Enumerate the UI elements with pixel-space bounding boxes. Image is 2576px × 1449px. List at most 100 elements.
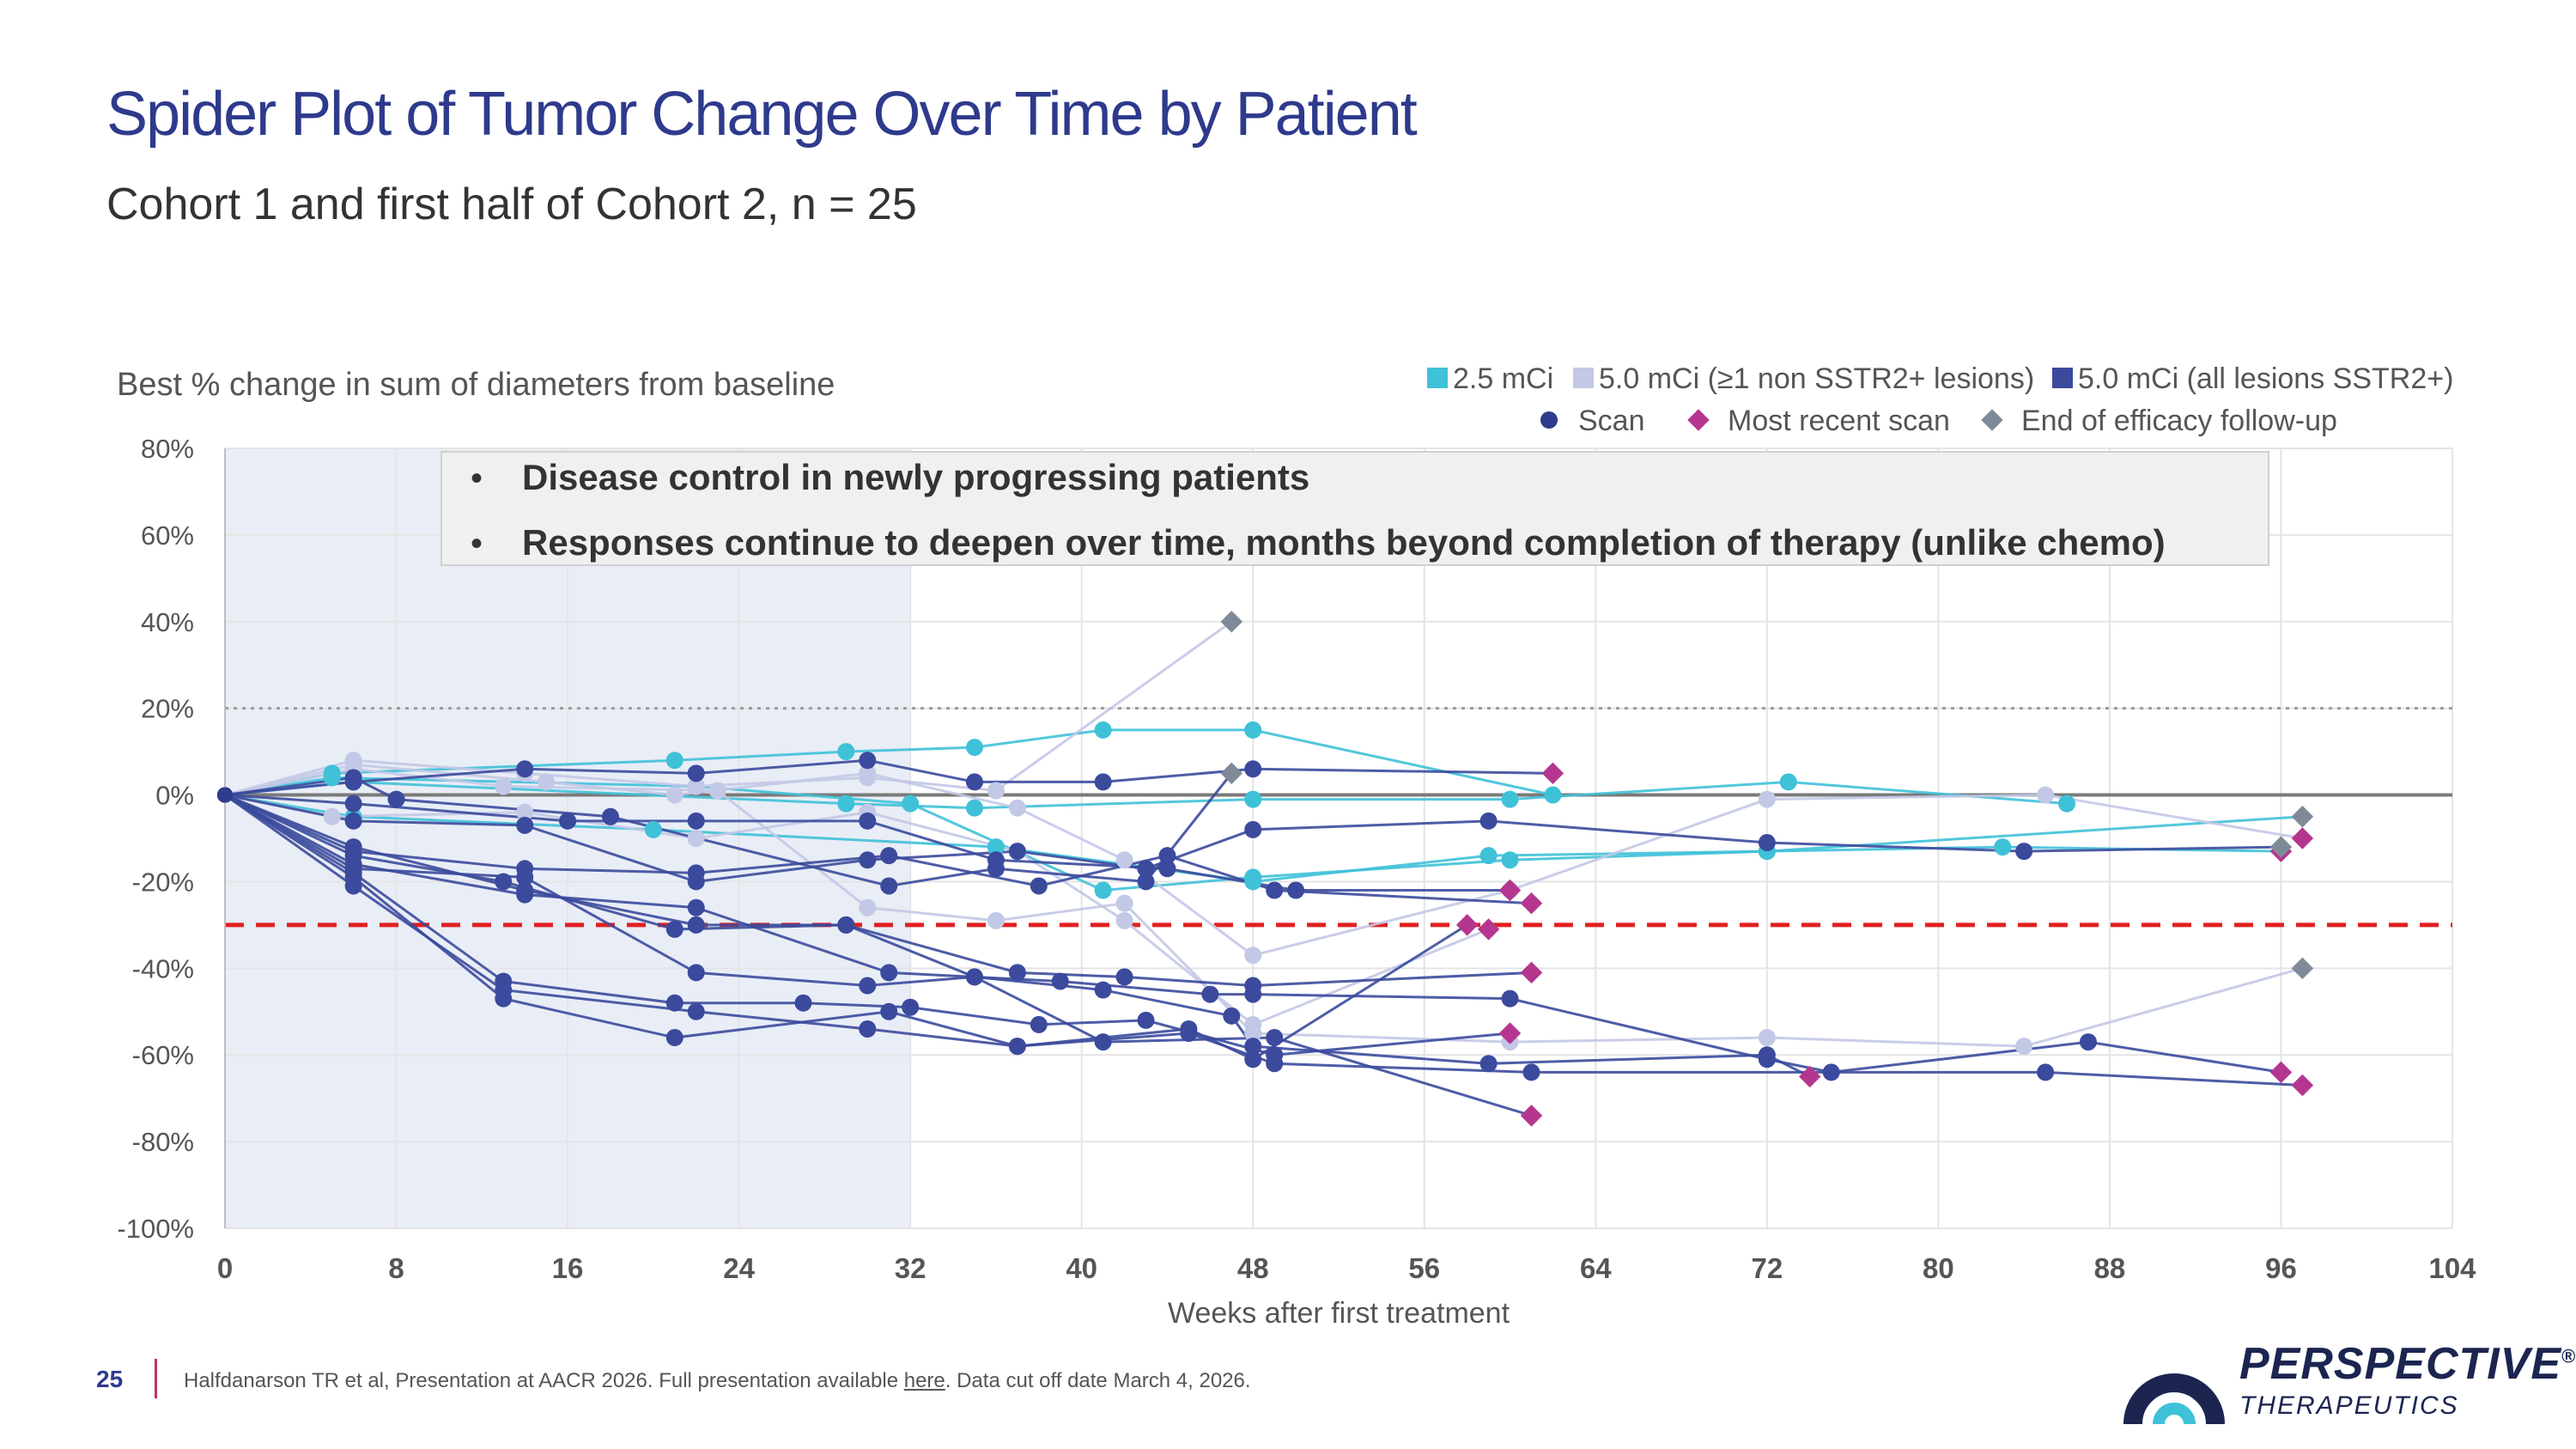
footer-divider: [155, 1359, 157, 1398]
scan-point: [1030, 1015, 1048, 1033]
scan-point: [1244, 721, 1262, 739]
x-tick-label: 80: [1923, 1252, 1954, 1284]
scan-point: [1244, 1015, 1262, 1033]
scan-point: [516, 803, 534, 821]
scan-point: [1994, 838, 2012, 856]
scan-point: [1051, 972, 1069, 990]
scan-point: [1094, 773, 1112, 791]
scan-point: [1030, 877, 1048, 895]
scan-point: [859, 812, 877, 830]
scan-point: [1137, 1011, 1155, 1029]
scan-point: [2015, 1038, 2033, 1056]
footnote-link[interactable]: here: [903, 1369, 945, 1392]
scan-point: [880, 964, 898, 982]
scan-point: [2058, 795, 2076, 813]
scan-point: [1266, 881, 1284, 899]
end-of-followup-marker: [1220, 611, 1243, 633]
scan-point: [1758, 790, 1776, 808]
scan-point: [987, 782, 1005, 800]
footnote-text: Halfdanarson TR et al, Presentation at A…: [184, 1369, 904, 1392]
scan-point: [323, 807, 341, 825]
scan-point: [837, 743, 855, 761]
page-subtitle: Cohort 1 and first half of Cohort 2, n =…: [106, 180, 917, 229]
scan-point: [1115, 894, 1133, 912]
y-tick-label: -80%: [132, 1127, 194, 1157]
scan-point: [344, 838, 362, 856]
scan-point: [1501, 851, 1519, 869]
x-tick-label: 16: [552, 1252, 584, 1284]
y-tick-label: -60%: [132, 1040, 194, 1070]
x-tick-label: 40: [1066, 1252, 1097, 1284]
scan-point: [344, 795, 362, 813]
most-recent-scan-marker: [2291, 1074, 2314, 1097]
legend-diamond-marker-1: [1687, 409, 1710, 431]
y-tick-label: 20%: [141, 694, 194, 724]
scan-point: [1479, 812, 1498, 830]
scan-point: [1158, 860, 1176, 878]
scan-point: [687, 916, 705, 934]
scan-point: [601, 807, 619, 825]
scan-point: [665, 752, 683, 770]
scan-point: [987, 851, 1005, 869]
scan-point: [1094, 1033, 1112, 1051]
most-recent-scan-marker: [1520, 892, 1543, 915]
scan-point: [2037, 786, 2055, 804]
scan-point: [1115, 968, 1133, 986]
x-tick-label: 72: [1751, 1252, 1783, 1284]
most-recent-scan-marker: [1520, 1105, 1543, 1127]
scan-point: [1158, 847, 1176, 865]
scan-point: [516, 881, 534, 899]
callout-bullet-1: Disease control in newly progressing pat…: [522, 457, 1309, 497]
most-recent-scan-marker: [1541, 762, 1564, 785]
most-recent-scan-marker: [2269, 1061, 2293, 1084]
scan-point: [1094, 721, 1112, 739]
scan-point: [859, 752, 877, 770]
end-of-followup-marker: [2291, 957, 2314, 980]
scan-point: [687, 764, 705, 782]
scan-point: [687, 777, 705, 795]
scan-point: [1244, 790, 1262, 808]
x-tick-label: 88: [2094, 1252, 2126, 1284]
scan-point: [665, 1029, 683, 1047]
legend-label-cohort-1: 2.5 mCi: [1453, 362, 1553, 395]
callout-box: [440, 451, 2269, 566]
legend-swatch-1: [1427, 368, 1448, 388]
scan-point: [1501, 989, 1519, 1008]
scan-point: [1522, 1063, 1540, 1081]
scan-point: [665, 786, 683, 804]
scan-point: [1244, 947, 1262, 965]
legend-label-cohort-3: 5.0 mCi (all lesions SSTR2+): [2078, 362, 2453, 395]
scan-point: [344, 877, 362, 895]
logo-name: PERSPECTIVE®: [2239, 1339, 2576, 1389]
x-tick-label: 104: [2428, 1252, 2476, 1284]
scan-point: [1758, 834, 1776, 852]
scan-point: [859, 1020, 877, 1038]
end-of-followup-marker: [2291, 806, 2314, 828]
scan-point: [1008, 964, 1026, 982]
y-tick-label: 60%: [141, 521, 194, 551]
scan-point: [687, 964, 705, 982]
scan-point: [859, 977, 877, 995]
scan-point: [687, 864, 705, 882]
legend-label-cohort-2: 5.0 mCi (≥1 non SSTR2+ lesions): [1599, 362, 2034, 395]
scan-point: [2015, 843, 2033, 861]
scan-point: [344, 769, 362, 787]
patient-series-line-7: [224, 767, 2303, 1048]
scan-point: [1244, 1038, 1262, 1056]
footnote-text-end: . Data cut off date March 4, 2026.: [945, 1369, 1251, 1392]
scan-point: [1008, 799, 1026, 817]
most-recent-scan-marker: [1455, 914, 1479, 936]
scan-point: [965, 968, 983, 986]
scan-point: [965, 773, 983, 791]
y-tick-label: 40%: [141, 607, 194, 637]
scan-point: [495, 873, 513, 891]
scan-point: [687, 830, 705, 847]
company-logo: PERSPECTIVE® THERAPEUTICS: [2123, 1330, 2575, 1433]
scan-point: [1758, 1046, 1776, 1064]
patient-series-line-17: [224, 794, 1510, 1056]
scan-point: [987, 838, 1005, 856]
scan-point: [902, 795, 920, 813]
scan-point: [559, 812, 577, 830]
scan-point: [516, 868, 534, 886]
scan-point: [2037, 1063, 2055, 1081]
